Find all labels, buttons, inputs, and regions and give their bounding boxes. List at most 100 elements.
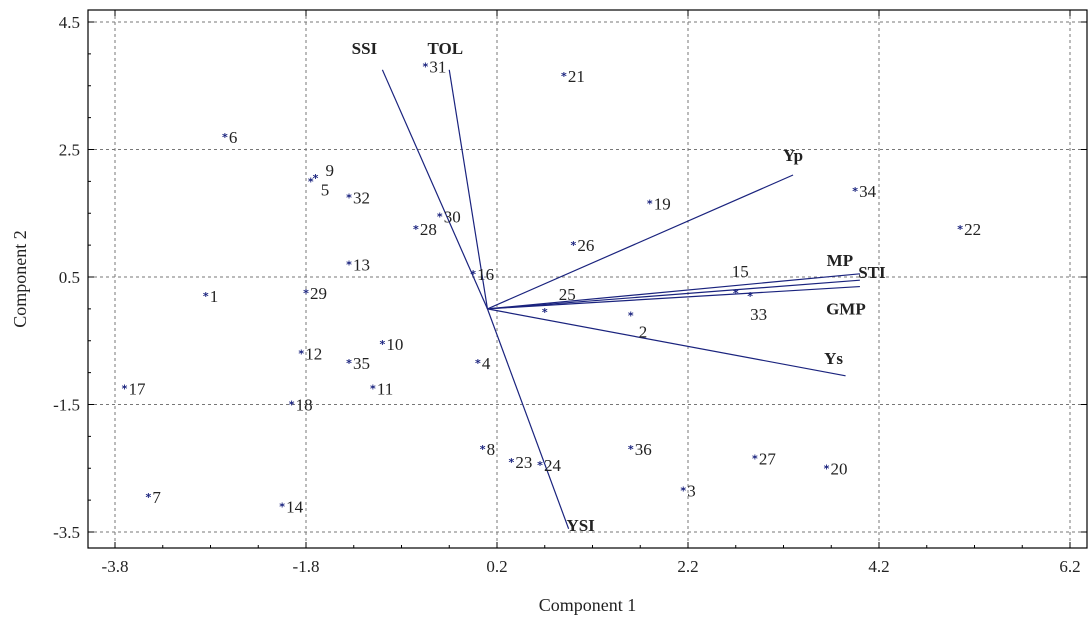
vector-ys [487,308,846,377]
vector-gmp [487,285,860,310]
point-label: 22 [964,220,981,239]
point-marker: * [346,357,352,370]
y-tick-label: -1.5 [53,396,80,415]
y-axis-title: Component 2 [10,230,30,328]
point-marker: * [647,198,653,211]
x-tick-label: 0.2 [486,557,507,576]
point-marker: * [628,443,634,456]
point-label: 29 [310,284,327,303]
point-label: 14 [286,498,304,517]
point-marker: * [571,239,577,252]
point-label: 32 [353,188,370,207]
x-tick-label: -1.8 [293,557,320,576]
point-label: 19 [654,195,671,214]
point-label: 35 [353,354,370,373]
point-marker: * [346,258,352,271]
plot-border [87,9,1088,549]
point-marker: * [298,348,304,361]
point-marker: * [475,357,481,370]
point-marker: * [413,223,419,236]
point-label: 18 [296,396,313,415]
x-tick-label: 4.2 [868,557,889,576]
point-label: 9 [326,161,335,180]
x-tick-label: -3.8 [102,557,129,576]
plot-frame [87,9,1088,549]
point-marker: * [122,383,128,396]
vector-label-ysi: YSI [566,516,595,535]
point-marker: * [957,223,963,236]
vector-sti [487,279,860,310]
x-axis-title: Component 1 [539,595,637,615]
point-label: 16 [477,265,494,284]
point-marker: * [308,175,314,188]
x-tick-label: 6.2 [1059,557,1080,576]
point-label: 28 [420,220,437,239]
vector-label-tol: TOL [427,39,463,58]
x-tick-label: 2.2 [677,557,698,576]
point-marker: * [313,172,319,185]
point-marker: * [561,70,567,83]
point-label: 25 [559,285,576,304]
vector-ysi [486,308,570,530]
y-tick-label: 4.5 [59,13,80,32]
point-marker: * [480,443,486,456]
point-marker: * [222,131,228,144]
point-marker: * [437,210,443,223]
point-marker: * [852,185,858,198]
score-points: * 1*2* 3* 4* 5* 6* 7* 8* 9* 10* 11* 12* 13* 14*15* 16*… [122,58,982,517]
point-marker: * [537,459,543,472]
point-label: 6 [229,128,238,147]
vector-ssi [381,69,488,310]
loading-vectors: SSI TOL Yp MP STI GMP Ys YSI [352,39,886,535]
point-label: 8 [487,440,496,459]
point-label: 23 [515,453,532,472]
point-marker: * [303,287,309,300]
vector-label-ys: Ys [824,349,843,368]
point-label: 15 [732,262,749,281]
point-label: 31 [429,58,446,77]
point-label: 34 [859,182,877,201]
vector-label-ssi: SSI [352,39,378,58]
point-label: 20 [830,459,847,478]
vector-label-gmp: GMP [826,300,866,319]
point-label: 12 [305,345,322,364]
point-marker: * [508,456,514,469]
point-label: 5 [321,180,330,199]
point-label: 33 [750,305,767,324]
point-marker: * [203,290,209,303]
y-tick-label: -3.5 [53,523,80,542]
vector-label-mp: MP [827,251,853,270]
point-label: 11 [377,380,393,399]
point-marker: * [279,501,285,514]
point-label: 26 [577,236,594,255]
vector-yp [487,174,794,310]
point-marker: * [680,485,686,498]
vector-label-sti: STI [858,263,886,282]
point-marker: * [747,290,753,303]
axis-ticks: -3.8 -1.8 0.2 2.2 4.2 6.2 -3.5 -1.5 0.5 2.5 4.5 [53,10,1087,576]
point-marker: * [824,462,830,475]
grid-lines [88,10,1087,548]
vector-mp [487,273,860,310]
point-label: 13 [353,255,370,274]
point-label: 10 [386,335,403,354]
point-label: 30 [444,207,461,226]
y-tick-label: 2.5 [59,141,80,160]
point-marker: * [346,191,352,204]
point-marker: * [752,453,758,466]
point-marker: * [370,383,376,396]
vector-tol [448,69,489,309]
point-label: 4 [482,354,491,373]
point-label: 2 [639,322,648,341]
point-label: 3 [687,482,696,501]
point-marker: * [146,491,152,504]
point-marker: * [542,306,548,319]
point-label: 1 [210,287,219,306]
point-label: 24 [544,456,562,475]
point-marker: * [380,338,386,351]
point-marker: * [422,61,428,74]
point-label: 7 [152,488,161,507]
point-label: 17 [129,380,147,399]
point-marker: * [470,268,476,281]
